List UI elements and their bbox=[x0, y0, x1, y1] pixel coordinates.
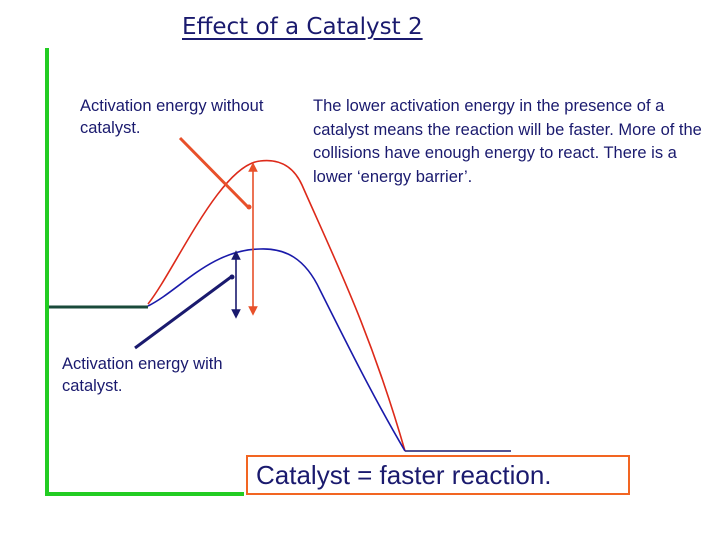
label-activation-with-catalyst: Activation energy with catalyst. bbox=[62, 355, 223, 395]
pointer-dot-with-catalyst bbox=[229, 274, 235, 280]
summary-box: Catalyst = faster reaction. bbox=[246, 455, 630, 495]
pointer-line-without-catalyst bbox=[178, 136, 250, 209]
slide-title: Effect of a Catalyst 2 bbox=[182, 14, 423, 40]
label-activation-without-catalyst: Activation energy without catalyst. bbox=[80, 97, 264, 137]
summary-text: Catalyst = faster reaction. bbox=[256, 460, 552, 490]
catalysed-curve bbox=[147, 248, 406, 452]
y-axis-label: energy bbox=[0, 234, 3, 286]
explanation-text: The lower activation energy in the prese… bbox=[313, 97, 702, 186]
pointer-dot-without-catalyst bbox=[246, 204, 252, 210]
uncatalysed-curve bbox=[147, 159, 406, 452]
pointer-line-with-catalyst bbox=[134, 275, 232, 350]
